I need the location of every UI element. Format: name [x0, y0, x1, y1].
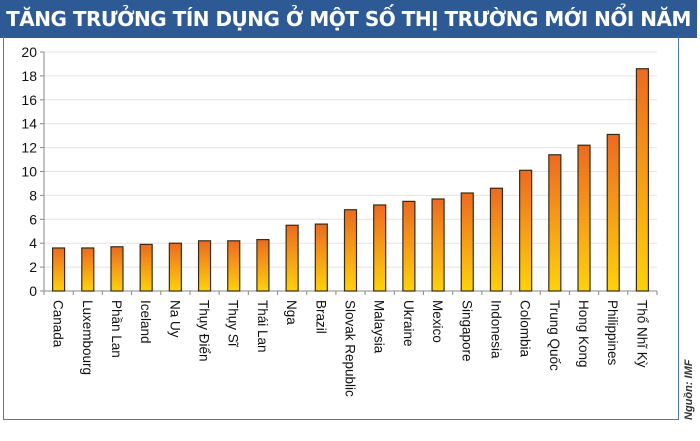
x-tick-label: Mexico: [430, 300, 445, 343]
y-tick-label: 20: [21, 44, 37, 60]
bar-thái-lan: [256, 239, 270, 292]
bar-thổ-nhĩ-kỳ: [635, 68, 650, 292]
x-tick-label: Indonesia: [488, 300, 503, 359]
bar-trung-quốc: [548, 154, 562, 292]
x-tick-label: Brazil: [313, 300, 328, 334]
bar-colombia: [519, 169, 533, 292]
x-tick-label: Canada: [51, 300, 66, 348]
x-tick-label: Hong Kong: [576, 300, 591, 368]
x-tick-label: Thụy Sĩ: [226, 300, 241, 348]
y-tick-label: 12: [21, 140, 37, 156]
bar-canada: [51, 247, 66, 292]
bar-malaysia: [373, 204, 387, 292]
x-tick-label: Ukraine: [401, 300, 416, 347]
bar-singapore: [460, 192, 474, 292]
bar-luxembourg: [81, 247, 95, 292]
x-tick-label: Iceland: [138, 300, 153, 344]
x-tick-label: Phần Lan: [109, 300, 124, 358]
bar-thụy-sĩ: [227, 240, 241, 292]
bar-na-uy: [168, 242, 182, 292]
x-tick-label: Thái Lan: [255, 300, 270, 353]
y-tick-label: 2: [29, 259, 37, 275]
bar-slovak-republic: [343, 209, 358, 292]
y-tick-label: 4: [29, 235, 37, 251]
y-tick-label: 8: [29, 187, 37, 203]
y-tick-label: 18: [21, 68, 37, 84]
y-tick-label: 0: [29, 283, 37, 299]
y-tick-label: 10: [21, 164, 37, 180]
x-tick-label: Singapore: [459, 300, 474, 362]
bar-philippines: [606, 133, 620, 292]
bar-phần-lan: [110, 246, 124, 292]
x-tick-label: Malaysia: [372, 300, 387, 354]
x-tick-label: Nga: [284, 300, 299, 325]
x-tick-label: Thổ Nhĩ Kỳ: [634, 300, 649, 368]
bar-indonesia: [489, 187, 504, 292]
source-note: Nguồn: IMF: [683, 359, 695, 420]
x-tick-label: Trung Quốc: [547, 300, 562, 371]
bar-nga: [285, 224, 299, 292]
x-tick-label: Colombia: [518, 300, 533, 358]
bar-hong-kong: [577, 144, 591, 292]
y-tick-label: 14: [21, 116, 37, 132]
x-tick-label: Na Uy: [167, 300, 182, 338]
x-tick-label: Slovak Republic: [343, 300, 358, 397]
x-tick-label: Luxembourg: [80, 300, 95, 375]
x-tick-label: Thụy Điển: [197, 300, 212, 362]
x-tick-label: Philippines: [605, 300, 620, 366]
chart-frame: [3, 36, 679, 420]
bar-thụy-điển: [197, 240, 212, 292]
bar-brazil: [314, 223, 328, 292]
bar-ukraine: [402, 200, 416, 292]
chart-title: TĂNG TRƯỞNG TÍN DỤNG Ở MỘT SỐ THỊ TRƯỜNG…: [0, 0, 697, 69]
y-tick-label: 6: [29, 211, 37, 227]
bar-mexico: [431, 198, 445, 292]
bar-iceland: [139, 243, 153, 292]
y-tick-label: 16: [21, 92, 37, 108]
